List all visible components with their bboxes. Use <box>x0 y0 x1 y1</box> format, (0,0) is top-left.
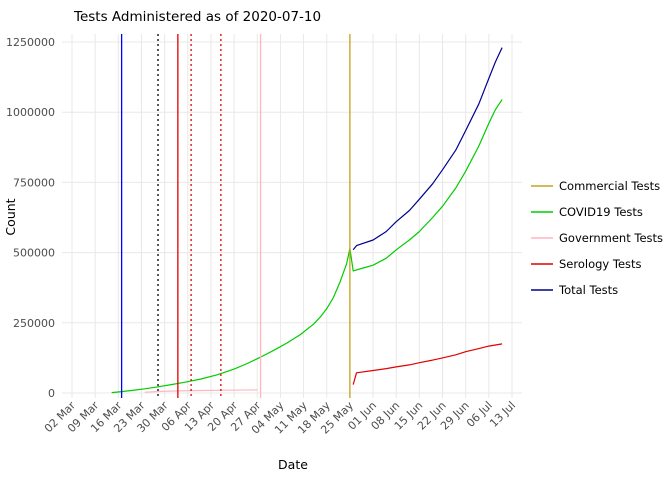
legend-label: Commercial Tests <box>559 179 660 193</box>
series-lines <box>111 47 503 394</box>
y-tick-label: 1250000 <box>6 36 55 49</box>
y-axis-tick-labels: 0 250000 500000 750000 1000000 1250000 <box>6 36 55 400</box>
legend-item-serology-tests: Serology Tests <box>531 257 642 271</box>
x-axis-label: Date <box>278 457 308 472</box>
y-tick-label: 750000 <box>13 176 55 189</box>
series-line-government-tests <box>144 389 258 393</box>
y-tick-label: 0 <box>48 387 55 400</box>
legend-label: Government Tests <box>559 231 663 245</box>
series-line-covid19-tests <box>111 99 503 394</box>
legend-item-covid19-tests: COVID19 Tests <box>531 205 643 219</box>
legend-label: COVID19 Tests <box>559 205 643 219</box>
legend-item-government-tests: Government Tests <box>531 231 663 245</box>
x-tick-label: 13 Jul <box>487 399 518 430</box>
legend: Commercial Tests COVID19 Tests Government … <box>531 179 663 297</box>
chart-title: Tests Administered as of 2020-07-10 <box>73 9 321 25</box>
y-axis-label: Count <box>3 198 18 235</box>
y-tick-label: 1000000 <box>6 106 55 119</box>
gridlines <box>62 34 522 398</box>
x-tick-label: 06 Jul <box>464 399 495 430</box>
legend-item-total-tests: Total Tests <box>531 283 618 297</box>
y-tick-label: 250000 <box>13 317 55 330</box>
legend-item-commercial-tests: Commercial Tests <box>531 179 660 193</box>
series-line-serology-tests <box>352 343 503 385</box>
event-marker-lines <box>120 34 351 398</box>
series-line-total-tests <box>352 47 503 251</box>
legend-label: Serology Tests <box>559 257 642 271</box>
legend-label: Total Tests <box>558 283 618 297</box>
y-tick-label: 500000 <box>13 247 55 260</box>
